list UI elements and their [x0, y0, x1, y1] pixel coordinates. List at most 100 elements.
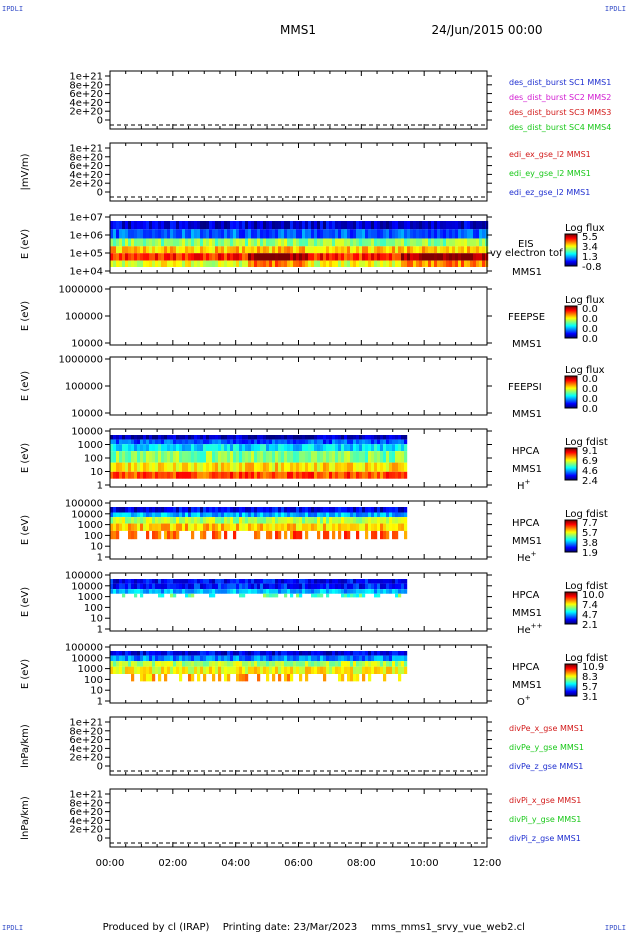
spectrogram-cell — [119, 583, 123, 590]
spectrogram-cell — [110, 517, 114, 524]
spectrogram-cell — [332, 229, 336, 239]
spectrogram-cell — [197, 655, 201, 662]
spectrogram-cell — [344, 229, 348, 239]
spectrogram-cell — [281, 221, 285, 230]
spectrogram-cell — [161, 229, 165, 239]
spectrogram-cell — [338, 229, 342, 239]
spectrogram-cell — [188, 238, 192, 247]
spectrogram-cell — [125, 579, 129, 584]
spectrogram-cell — [329, 589, 333, 594]
spectrogram-cell — [350, 579, 354, 584]
spectrogram-cell — [140, 229, 144, 239]
spectrogram-cell — [137, 238, 141, 247]
spectrogram-cell — [119, 238, 123, 247]
spectrogram-cell — [254, 246, 258, 254]
spectrogram-cell — [350, 462, 354, 472]
spectrogram-cell — [278, 583, 282, 590]
spectrogram-cell — [140, 579, 144, 584]
spectrogram-cell — [395, 661, 399, 667]
spectrogram-cell — [257, 589, 261, 594]
spectrogram-cell — [164, 651, 168, 656]
colorbar-segment — [565, 312, 577, 314]
spectrogram-cell — [191, 655, 195, 662]
spectrogram-cell — [269, 260, 273, 267]
spectrogram-cell — [215, 655, 219, 662]
spectrogram-cell — [278, 435, 282, 440]
colorbar-segment — [565, 259, 577, 261]
spectrogram-cell — [149, 229, 153, 239]
spectrogram-cell — [287, 651, 291, 656]
spectrogram-cell — [383, 439, 387, 445]
spectrogram-cell — [380, 435, 384, 440]
spectrogram-cell — [269, 512, 273, 518]
spectrogram-cell — [218, 451, 222, 463]
spectrogram-cell — [251, 666, 255, 674]
spectrogram-cell — [152, 661, 156, 667]
spectrogram-cell — [251, 651, 255, 656]
spectrogram-cell — [308, 655, 312, 662]
spectrogram-cell — [380, 666, 384, 674]
spectrogram-cell — [233, 435, 237, 440]
spectrogram-cell — [329, 655, 333, 662]
spectrogram-cell — [260, 444, 264, 452]
spectrogram-cell — [224, 462, 228, 472]
spectrogram-cell — [212, 655, 216, 662]
spectrogram-cell — [389, 507, 393, 513]
colorbar-segment — [565, 677, 577, 679]
spectrogram-cell — [269, 666, 273, 674]
spectrogram-cell — [146, 666, 150, 674]
spectrogram-cell — [365, 655, 369, 662]
spectrogram-cell — [386, 651, 390, 656]
spectrogram-cell — [227, 507, 231, 513]
y-tick-label: 4e+20 — [69, 744, 103, 755]
spectrogram-cell — [347, 517, 351, 524]
spectrogram-cell — [380, 439, 384, 445]
spectrogram-cell — [365, 530, 369, 540]
spectrogram-cell — [140, 512, 144, 518]
spectrogram-cell — [257, 517, 261, 524]
spectrogram-cell — [284, 238, 288, 247]
spectrogram-cell — [185, 593, 189, 598]
spectrogram-cell — [245, 666, 249, 674]
spectrogram-cell — [254, 589, 258, 594]
spectrogram-cell — [347, 530, 351, 540]
spectrogram-cell — [455, 253, 459, 261]
spectrogram-cell — [212, 221, 216, 230]
spectrogram-cell — [326, 444, 330, 452]
colorbar-segment — [565, 331, 577, 333]
spectrogram-cell — [158, 651, 162, 656]
spectrogram-cell — [347, 444, 351, 452]
spectrogram-cell — [191, 462, 195, 472]
spectrogram-cell — [278, 523, 282, 531]
spectrogram-cell — [404, 583, 408, 590]
spectrogram-cell — [389, 589, 393, 594]
spectrogram-cell — [203, 451, 207, 463]
spectrogram-cell — [257, 451, 261, 463]
spectrogram-cell — [200, 530, 204, 540]
spectrogram-cell — [155, 435, 159, 440]
spectrogram-cell — [371, 221, 375, 230]
spectrogram-cell — [167, 655, 171, 662]
species-charge: + — [531, 550, 537, 558]
spectrogram-cell — [206, 523, 210, 531]
spectrogram-cell — [287, 666, 291, 674]
spectrogram-cell — [284, 517, 288, 524]
spectrogram-cell — [338, 655, 342, 662]
colorbar-segment — [565, 686, 577, 688]
spectrogram-cell — [185, 439, 189, 445]
spectrogram-cell — [311, 229, 315, 239]
spectrogram-cell — [275, 507, 279, 513]
spectrogram-cell — [389, 462, 393, 472]
spectrogram-cell — [194, 444, 198, 452]
spectrogram-cell — [128, 530, 132, 540]
spectrogram-cell — [167, 229, 171, 239]
y-tick-label: 100000 — [65, 643, 103, 654]
spectrogram-cell — [209, 439, 213, 445]
spectrogram-cell — [257, 238, 261, 247]
spectrogram-cell — [149, 666, 153, 674]
spectrogram-cell — [458, 238, 462, 247]
spectrogram-cell — [395, 530, 399, 540]
spectrogram-cell — [278, 651, 282, 656]
spectrogram-cell — [233, 523, 237, 531]
spectrogram-cell — [188, 260, 192, 267]
